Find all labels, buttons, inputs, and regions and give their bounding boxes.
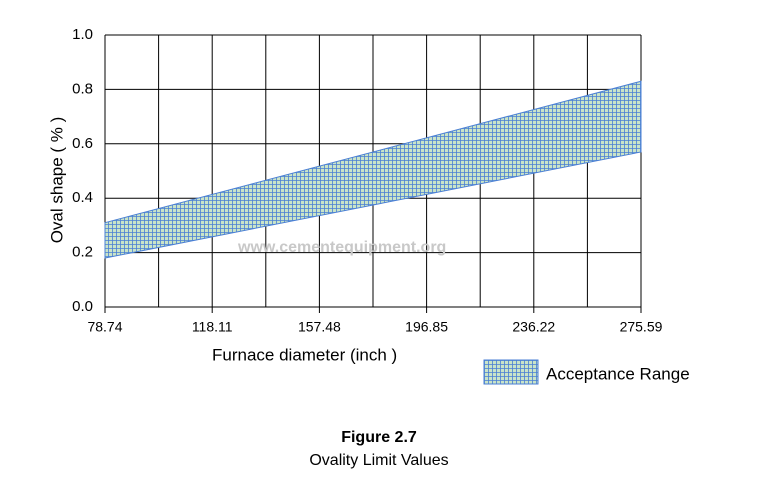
chart-title: Figure 2.7 (341, 429, 417, 446)
x-tick-label: 118.11 (192, 319, 233, 335)
x-tick-label: 196.85 (405, 319, 448, 335)
y-tick-label: 0.4 (72, 189, 93, 206)
x-axis-label: Furnace diameter (inch ) (212, 345, 397, 364)
y-tick-label: 0.0 (72, 298, 93, 315)
x-tick-label: 275.59 (620, 319, 663, 335)
x-tick-label: 236.22 (512, 319, 555, 335)
y-axis-label: Oval shape ( % ) (47, 117, 66, 244)
y-tick-label: 1.0 (72, 26, 93, 43)
acceptance-band (104, 80, 642, 259)
y-tick-label: 0.6 (72, 135, 93, 152)
y-tick-label: 0.8 (72, 80, 93, 97)
legend-label: Acceptance Range (546, 364, 690, 383)
watermark: www.cementequipment.org (237, 239, 446, 256)
x-tick-label: 78.74 (87, 319, 122, 335)
x-tick-label: 157.48 (298, 319, 341, 335)
legend-swatch (483, 359, 539, 385)
chart-subtitle: Ovality Limit Values (309, 452, 448, 469)
y-tick-label: 0.2 (72, 244, 93, 261)
